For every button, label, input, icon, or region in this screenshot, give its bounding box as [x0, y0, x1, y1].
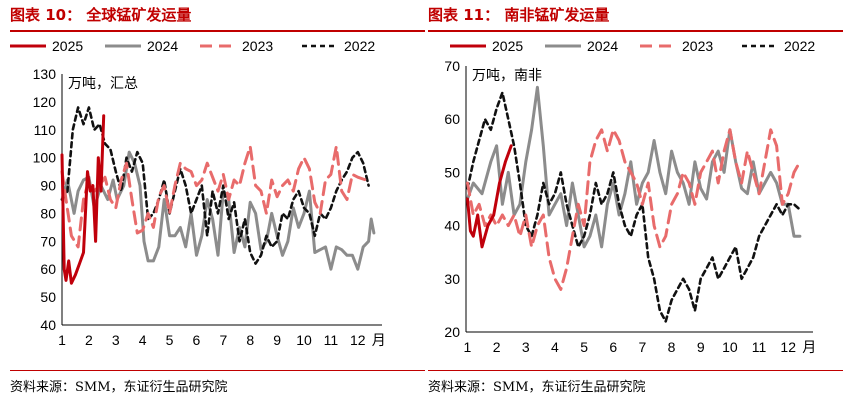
x-tick-label: 6 — [193, 332, 201, 348]
x-tick-label: 8 — [246, 332, 254, 348]
panel-south-africa: 图表 11： 南非锰矿发运量 20 30 40 50 60 70 万吨，南非 1 2 3 4 5 6 7 8… — [428, 0, 843, 402]
y-tick-label: 80 — [40, 205, 56, 221]
legend-label-2022: 2022 — [344, 38, 375, 54]
series-line-2024 — [60, 150, 376, 271]
chart-title: 图表 10： 全球锰矿发运量 — [10, 6, 192, 24]
x-unit-label: 月 — [372, 332, 386, 348]
x-tick-label: 7 — [219, 332, 227, 348]
y-tick-label: 130 — [33, 66, 57, 82]
x-tick-label: 3 — [522, 339, 530, 355]
x-tick-label: 4 — [551, 339, 559, 355]
x-tick-label: 11 — [324, 332, 339, 348]
y-tick-label: 30 — [444, 271, 460, 287]
y-unit-label: 万吨，南非 — [472, 67, 542, 83]
x-tick-label: 7 — [639, 339, 647, 355]
source-note: 资料来源：SMM，东证衍生品研究院 — [10, 380, 228, 395]
y-tick-label: 40 — [444, 218, 460, 234]
x-tick-label: 9 — [273, 332, 281, 348]
x-tick-label: 10 — [296, 332, 312, 348]
x-tick-label: 2 — [85, 332, 93, 348]
x-tick-label: 8 — [668, 339, 676, 355]
series-line-2023 — [60, 145, 368, 249]
x-tick-label: 1 — [464, 339, 472, 355]
x-tick-label: 12 — [780, 339, 796, 355]
series-line-2023 — [466, 128, 802, 291]
source-divider — [428, 370, 843, 371]
legend-label-2023: 2023 — [682, 38, 713, 54]
x-tick-label: 2 — [493, 339, 501, 355]
y-tick-label: 70 — [444, 58, 460, 74]
x-tick-label: 3 — [112, 332, 120, 348]
x-tick-label: 5 — [166, 332, 174, 348]
x-tick-label: 1 — [58, 332, 66, 348]
y-tick-label: 20 — [444, 324, 460, 340]
title-divider — [428, 30, 843, 32]
y-tick-label: 50 — [40, 289, 56, 305]
x-tick-label: 4 — [139, 332, 147, 348]
x-tick-label: 9 — [697, 339, 705, 355]
y-tick-label: 100 — [33, 150, 57, 166]
x-tick-label: 11 — [752, 339, 767, 355]
series-line-2024 — [466, 85, 802, 249]
y-tick-label: 50 — [444, 164, 460, 180]
x-tick-label: 10 — [722, 339, 738, 355]
y-unit-label: 万吨，汇总 — [68, 75, 138, 91]
panel-global: 图表 10： 全球锰矿发运量 40 50 60 70 80 90 100 110 120 130 万… — [10, 0, 425, 402]
legend-label-2024: 2024 — [587, 38, 618, 54]
legend-label-2023: 2023 — [242, 38, 273, 54]
legend-label-2025: 2025 — [492, 38, 523, 54]
series-line-2022 — [466, 91, 802, 323]
legend-label-2024: 2024 — [147, 38, 178, 54]
title-divider — [10, 30, 425, 32]
legend-label-2025: 2025 — [52, 38, 83, 54]
x-tick-label: 6 — [609, 339, 617, 355]
y-tick-label: 70 — [40, 233, 56, 249]
legend-label-2022: 2022 — [784, 38, 815, 54]
x-unit-label: 月 — [802, 339, 816, 355]
y-tick-label: 120 — [33, 94, 57, 110]
y-tick-label: 110 — [34, 122, 57, 138]
series-line-2025 — [466, 144, 513, 249]
y-tick-label: 60 — [444, 111, 460, 127]
y-tick-label: 40 — [40, 317, 56, 333]
source-note: 资料来源：SMM，东证衍生品研究院 — [428, 380, 646, 395]
y-tick-label: 60 — [40, 261, 56, 277]
series-line-2022 — [60, 106, 370, 265]
x-tick-label: 12 — [350, 332, 366, 348]
y-tick-label: 90 — [40, 178, 56, 194]
series-line-2025 — [60, 114, 106, 285]
chart-title: 图表 11： 南非锰矿发运量 — [428, 6, 610, 24]
x-tick-label: 5 — [580, 339, 588, 355]
source-divider — [10, 370, 425, 371]
